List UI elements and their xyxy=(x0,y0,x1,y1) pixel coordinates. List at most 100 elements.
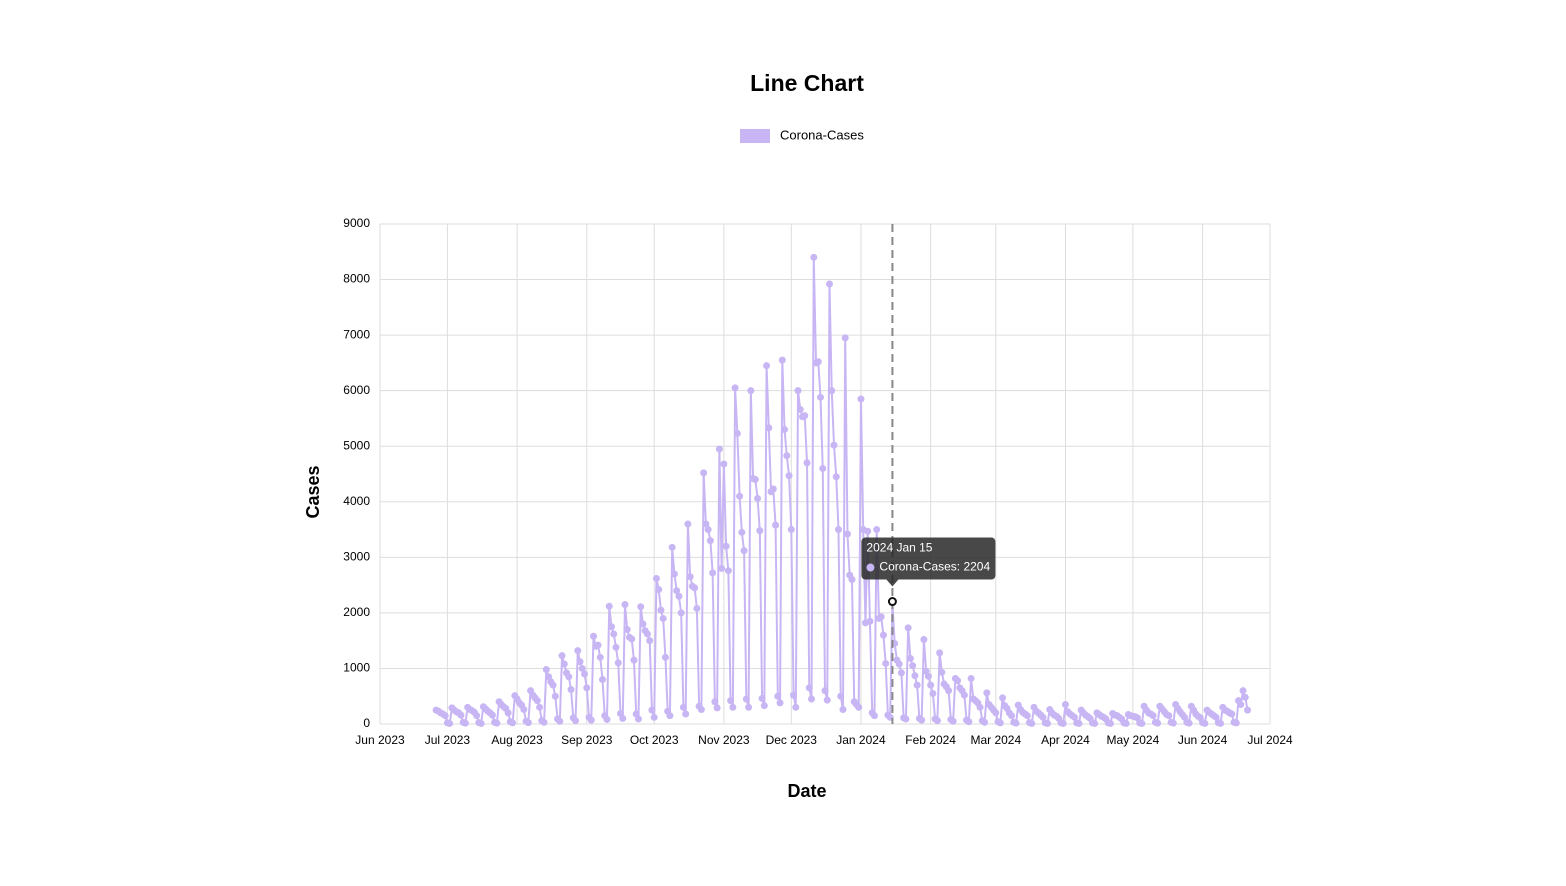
point xyxy=(700,469,708,477)
x-tick-label: Jul 2024 xyxy=(1247,733,1293,747)
point xyxy=(603,716,611,724)
point xyxy=(1241,693,1249,701)
point xyxy=(590,632,598,640)
point xyxy=(870,712,878,720)
point xyxy=(697,706,705,714)
point xyxy=(1138,719,1146,727)
point xyxy=(1201,719,1209,727)
point xyxy=(576,658,584,666)
point xyxy=(760,702,768,710)
point xyxy=(652,574,660,582)
point xyxy=(1185,719,1193,727)
point xyxy=(814,358,822,366)
point xyxy=(666,712,674,720)
point xyxy=(646,637,654,645)
point xyxy=(504,709,512,717)
point xyxy=(572,717,580,725)
point xyxy=(659,614,667,622)
point xyxy=(742,695,750,703)
point xyxy=(902,715,910,723)
point xyxy=(1244,706,1252,714)
point xyxy=(713,704,721,712)
point xyxy=(1059,719,1067,727)
point xyxy=(857,395,865,403)
point xyxy=(574,647,582,655)
point xyxy=(1008,712,1016,720)
point xyxy=(821,687,829,695)
point xyxy=(594,641,602,649)
point xyxy=(446,719,454,727)
x-axis-label: Date xyxy=(787,781,826,801)
point xyxy=(650,713,658,721)
point xyxy=(756,527,764,535)
point xyxy=(536,703,544,711)
point xyxy=(965,718,973,726)
point xyxy=(776,699,784,707)
point xyxy=(556,717,564,725)
x-tick-label: Oct 2023 xyxy=(630,733,679,747)
point xyxy=(1061,701,1069,709)
point xyxy=(1165,712,1173,720)
y-tick-label: 5000 xyxy=(343,438,370,452)
y-tick-label: 4000 xyxy=(343,494,370,508)
point xyxy=(1212,713,1220,721)
point xyxy=(643,630,651,638)
point xyxy=(738,528,746,536)
point xyxy=(668,543,676,551)
point xyxy=(841,334,849,342)
point xyxy=(830,441,838,449)
point xyxy=(983,689,991,697)
point xyxy=(882,659,890,667)
point xyxy=(792,703,800,711)
point xyxy=(702,520,710,528)
point xyxy=(1122,719,1130,727)
point xyxy=(758,694,766,702)
point xyxy=(706,537,714,545)
x-tick-label: Dec 2023 xyxy=(766,733,818,747)
x-tick-label: Jan 2024 xyxy=(836,733,886,747)
point xyxy=(549,681,557,689)
point xyxy=(843,530,851,538)
point xyxy=(924,672,932,680)
point xyxy=(673,587,681,595)
point xyxy=(855,703,863,711)
point xyxy=(1023,712,1031,720)
point xyxy=(639,620,647,628)
point xyxy=(927,681,935,689)
point xyxy=(794,387,802,395)
point xyxy=(542,666,550,674)
point xyxy=(751,476,759,484)
point xyxy=(790,691,798,699)
point xyxy=(610,630,618,638)
point xyxy=(1091,719,1099,727)
point xyxy=(551,692,559,700)
x-tick-label: Apr 2024 xyxy=(1041,733,1090,747)
x-tick-label: Nov 2023 xyxy=(698,733,750,747)
tooltip-title: 2024 Jan 15 xyxy=(866,541,932,555)
point xyxy=(524,719,532,727)
point xyxy=(754,494,762,502)
y-tick-label: 3000 xyxy=(343,550,370,564)
y-tick-label: 1000 xyxy=(343,661,370,675)
point xyxy=(587,716,595,724)
point xyxy=(637,603,645,611)
point xyxy=(805,684,813,692)
point xyxy=(911,672,919,680)
point xyxy=(1012,719,1020,727)
legend-swatch xyxy=(740,129,770,143)
y-axis-label: Cases xyxy=(303,465,323,518)
point xyxy=(825,280,833,288)
point xyxy=(724,567,732,575)
point xyxy=(614,659,622,667)
point xyxy=(473,712,481,720)
point xyxy=(709,569,717,577)
point xyxy=(477,719,485,727)
point xyxy=(682,710,690,718)
x-tick-label: Feb 2024 xyxy=(905,733,956,747)
point xyxy=(933,717,941,725)
y-tick-label: 7000 xyxy=(343,327,370,341)
point xyxy=(992,709,1000,717)
point xyxy=(540,718,548,726)
point xyxy=(558,652,566,660)
